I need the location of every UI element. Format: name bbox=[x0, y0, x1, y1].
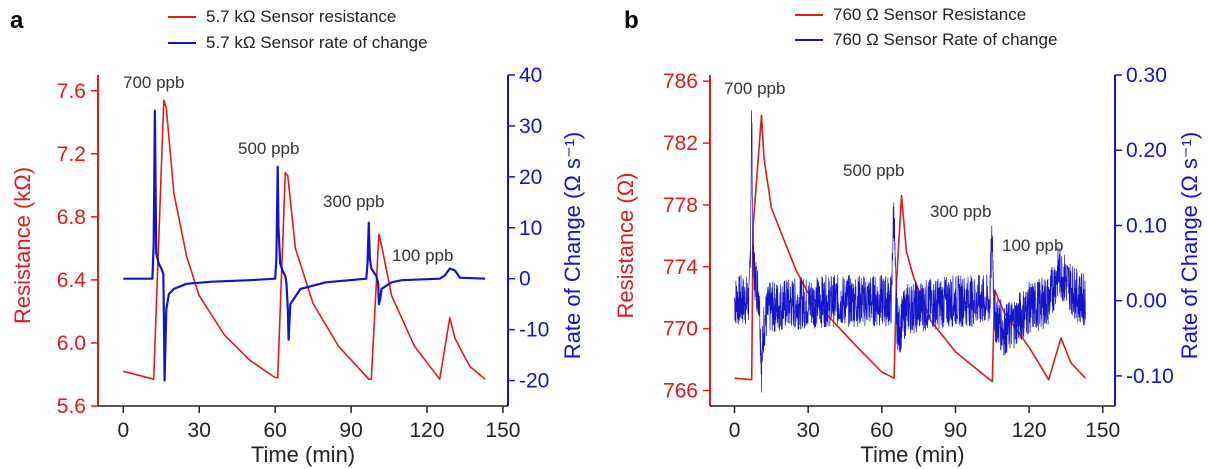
y-left-tick-label: 774 bbox=[663, 256, 698, 279]
annotation-label: 500 ppb bbox=[843, 161, 904, 180]
y-right-tick-label: 0.10 bbox=[1126, 214, 1167, 237]
x-tick-label: 0 bbox=[729, 419, 741, 442]
y-axis-left-title: Resistance (Ω) bbox=[613, 172, 638, 318]
y-left-tick-label: 6.0 bbox=[57, 332, 86, 355]
y-right-tick-label: 0.20 bbox=[1126, 139, 1167, 162]
y-right-tick-label: 0.00 bbox=[1126, 290, 1167, 313]
x-axis-title: Time (min) bbox=[860, 442, 964, 467]
y-left-tick-label: 766 bbox=[663, 380, 698, 403]
x-tick-label: 150 bbox=[1085, 419, 1120, 442]
y-right-tick-label: 30 bbox=[519, 115, 542, 138]
x-tick-label: 150 bbox=[485, 419, 520, 442]
y-left-tick-label: 786 bbox=[663, 70, 698, 93]
annotation-label: 700 ppb bbox=[123, 73, 184, 92]
y-left-tick-label: 5.6 bbox=[57, 395, 86, 418]
annotation-label: 500 ppb bbox=[238, 139, 299, 158]
y-left-tick-label: 770 bbox=[663, 318, 698, 341]
x-tick-label: 90 bbox=[944, 419, 967, 442]
y-axis-right-title: Rate of Change (Ω s⁻¹) bbox=[560, 132, 585, 359]
series-line-left bbox=[123, 99, 486, 381]
annotation-label: 300 ppb bbox=[323, 192, 384, 211]
x-tick-label: 120 bbox=[1012, 419, 1047, 442]
y-right-tick-label: -10 bbox=[519, 319, 549, 342]
panel-label-a: a bbox=[10, 7, 24, 34]
y-right-tick-label: 0.30 bbox=[1126, 64, 1167, 87]
y-right-tick-label: -20 bbox=[519, 370, 549, 393]
y-left-tick-label: 778 bbox=[663, 194, 698, 217]
legend-entry: 5.7 kΩ Sensor rate of change bbox=[206, 33, 428, 52]
legend-entry: 760 Ω Sensor Rate of change bbox=[833, 30, 1057, 49]
y-right-tick-label: 10 bbox=[519, 217, 542, 240]
annotation-label: 300 ppb bbox=[930, 202, 991, 221]
legend-entry: 5.7 kΩ Sensor resistance bbox=[206, 7, 396, 26]
x-tick-label: 120 bbox=[409, 419, 444, 442]
y-right-tick-label: 0 bbox=[519, 268, 531, 291]
y-right-tick-label: -0.10 bbox=[1126, 365, 1174, 388]
x-tick-label: 60 bbox=[870, 419, 893, 442]
legend-entry: 760 Ω Sensor Resistance bbox=[833, 5, 1026, 24]
annotation-label: 100 ppb bbox=[392, 246, 453, 265]
y-right-tick-label: 20 bbox=[519, 166, 542, 189]
y-right-tick-label: 40 bbox=[519, 64, 542, 87]
y-left-tick-label: 782 bbox=[663, 132, 698, 155]
series-line-right bbox=[734, 110, 1086, 393]
y-left-tick-label: 7.6 bbox=[57, 80, 86, 103]
x-axis-title: Time (min) bbox=[251, 442, 355, 467]
chart-panel-b: 0 30 60 90 120 150 766 770 774 778 782 786 -0.10 0.00… bbox=[613, 5, 1202, 467]
x-tick-label: 30 bbox=[188, 419, 211, 442]
x-tick-label: 90 bbox=[339, 419, 362, 442]
x-tick-label: 60 bbox=[263, 419, 286, 442]
panel-label-b: b bbox=[624, 7, 639, 34]
annotation-label: 700 ppb bbox=[724, 79, 785, 98]
y-left-tick-label: 6.8 bbox=[57, 206, 86, 229]
y-left-tick-label: 6.4 bbox=[57, 269, 87, 292]
y-axis-left-title: Resistance (kΩ) bbox=[10, 167, 35, 324]
x-tick-label: 30 bbox=[797, 419, 820, 442]
y-axis-right-title: Rate of Change (Ω s⁻¹) bbox=[1177, 132, 1202, 359]
chart-panel-a: 0 30 60 90 120 150 5.6 6.0 6.4 6.8 7.2 7.6 -20 -10 0 10… bbox=[10, 7, 585, 467]
y-left-tick-label: 7.2 bbox=[57, 143, 86, 166]
x-tick-label: 0 bbox=[117, 419, 129, 442]
series-line-right bbox=[123, 109, 486, 382]
annotation-label: 100 ppb bbox=[1002, 236, 1063, 255]
